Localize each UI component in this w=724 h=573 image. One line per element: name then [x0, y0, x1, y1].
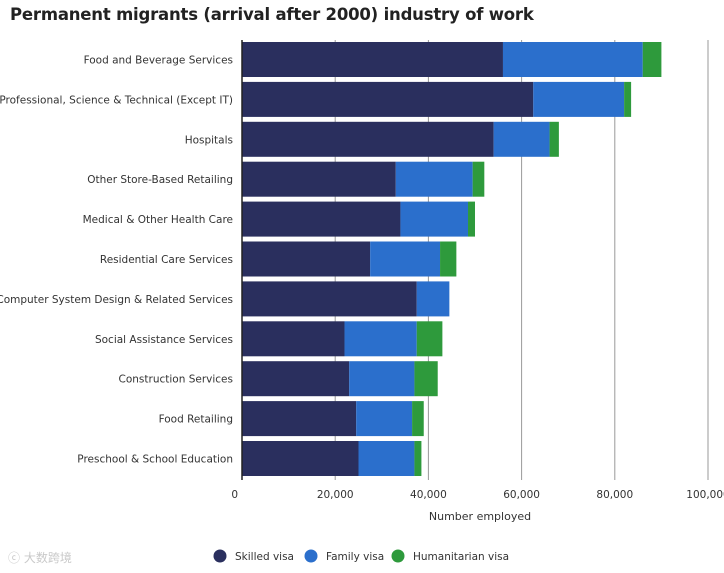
category-label: Hospitals	[185, 134, 233, 146]
x-tick-label: 80,000	[596, 489, 633, 501]
bar-segment	[242, 321, 345, 357]
bar-segment	[642, 42, 662, 77]
legend-item: Humanitarian visa	[391, 549, 509, 563]
bar-segment	[349, 361, 415, 397]
legend-item: Skilled visa	[213, 549, 294, 563]
bar-segment	[242, 361, 350, 397]
bar-segment	[416, 321, 443, 357]
watermark-logo: ⓒ 大数跨境	[8, 549, 72, 566]
category-label: Professional, Science & Technical (Excep…	[0, 94, 233, 106]
bar-segment	[395, 161, 473, 197]
bar-segment	[414, 361, 438, 397]
bar-segment	[502, 42, 643, 77]
bar-segment	[493, 121, 550, 157]
category-label: Food and Beverage Services	[84, 55, 233, 67]
bar-segment	[549, 121, 559, 157]
category-label: Computer System Design & Related Service…	[0, 294, 233, 306]
legend-label: Skilled visa	[235, 551, 294, 563]
legend-label: Humanitarian visa	[413, 551, 509, 563]
bar-segment	[400, 201, 469, 237]
category-label: Construction Services	[119, 374, 233, 386]
x-tick-label: 0	[231, 489, 238, 501]
bar-segment	[472, 161, 485, 197]
bar-segment	[242, 201, 401, 237]
bar-segment	[370, 241, 441, 277]
chart-title: Permanent migrants (arrival after 2000) …	[10, 5, 534, 24]
category-label: Food Retailing	[159, 414, 233, 426]
x-tick-label: 100,000	[686, 489, 724, 501]
legend-swatch	[391, 549, 405, 563]
category-label: Residential Care Services	[100, 254, 233, 266]
category-label: Other Store-Based Retailing	[87, 174, 233, 186]
x-axis-title: Number employed	[429, 510, 531, 523]
legend: Skilled visa Family visa Humanitarian visa	[213, 549, 509, 563]
category-label: Medical & Other Health Care	[83, 214, 233, 226]
bar-segment	[440, 241, 457, 277]
bar-segment	[242, 81, 534, 117]
bar-segment	[242, 161, 396, 197]
x-tick-label: 60,000	[503, 489, 540, 501]
bar-segment	[242, 121, 494, 157]
watermark-icon: ⓒ	[8, 551, 21, 565]
bar-segment	[412, 401, 424, 437]
bar-segment	[344, 321, 417, 357]
bar-segment	[533, 81, 625, 117]
bar-segment	[414, 441, 422, 476]
category-labels: Food and Beverage Services Professional, …	[0, 55, 233, 466]
bar-segment	[468, 201, 475, 237]
bars	[242, 42, 662, 476]
bar-segment	[416, 281, 450, 317]
x-tick-labels: 0 20,000 40,000 60,000 80,000 100,000	[231, 489, 724, 501]
legend-item: Family visa	[304, 549, 384, 563]
category-label: Social Assistance Services	[95, 334, 233, 346]
bar-segment	[356, 401, 413, 437]
x-tick-label: 40,000	[410, 489, 447, 501]
bar-segment	[358, 441, 415, 476]
legend-swatch	[213, 549, 227, 563]
bar-segment	[242, 401, 357, 437]
bar-segment	[242, 42, 503, 77]
x-tick-label: 20,000	[317, 489, 354, 501]
category-label: Preschool & School Education	[77, 454, 233, 466]
bar-segment	[242, 281, 417, 317]
bar-segment	[624, 81, 632, 117]
legend-label: Family visa	[326, 551, 384, 563]
legend-swatch	[304, 549, 318, 563]
bar-segment	[242, 441, 359, 476]
bar-segment	[242, 241, 371, 277]
watermark-text: 大数跨境	[23, 551, 72, 565]
